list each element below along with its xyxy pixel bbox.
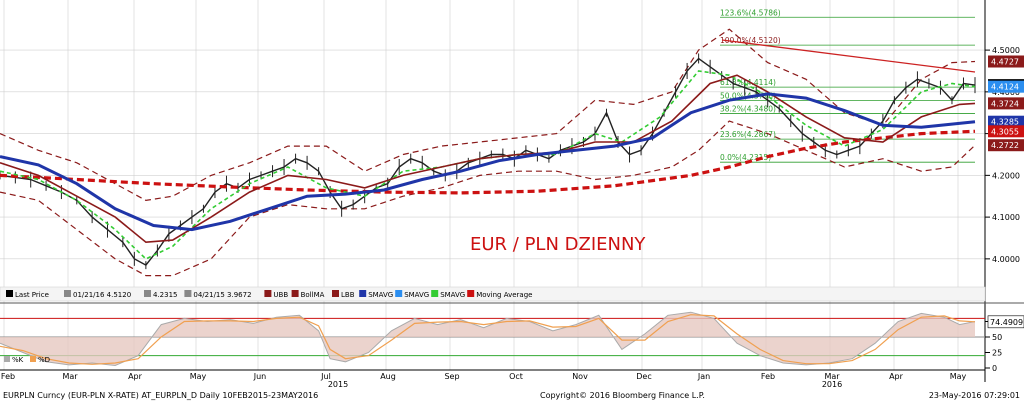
stochastic-legend-swatch — [30, 356, 36, 362]
legend-swatch — [332, 290, 339, 297]
price-tag — [988, 55, 1024, 68]
fib-level-label: 38.2%(4.3480) — [720, 105, 776, 114]
moving-average-line — [0, 129, 976, 195]
stochastic-legend-label: %K — [12, 356, 24, 364]
x-axis-label: Jan — [697, 372, 710, 381]
legend-label: 4.2315 — [153, 291, 178, 299]
fib-level-label: 100.0%(4.5120) — [720, 36, 781, 45]
upper-bollinger-band — [0, 28, 976, 202]
stochastic-k-area — [0, 312, 975, 366]
x-axis-label: Jun — [253, 372, 267, 381]
price-tag — [988, 80, 1024, 93]
legend-label: 01/21/16 4.5120 — [73, 291, 131, 299]
footer-left: EURPLN Curncy (EUR-PLN X-RATE) AT_EURPLN… — [3, 391, 318, 400]
x-axis-label: Mar — [824, 372, 840, 381]
x-axis-label: Mar — [62, 372, 78, 381]
stochastic-legend-label: %D — [38, 356, 50, 364]
x-axis-label: Aug — [380, 372, 396, 381]
legend-bar — [0, 286, 986, 302]
stochastic-y-label: 50 — [992, 333, 1002, 342]
legend-swatch — [144, 290, 151, 297]
y-tick-label: 4.1000 — [992, 213, 1020, 222]
x-axis-label: Feb — [761, 372, 775, 381]
y-tick-label: 4.5000 — [992, 46, 1020, 55]
x-axis-label: May — [950, 372, 967, 381]
price-tag-label: 4.2722 — [991, 141, 1019, 150]
stochastic-legend-swatch — [4, 356, 10, 362]
price-tag — [988, 139, 1024, 152]
y-tick-label: 4.0000 — [992, 255, 1020, 264]
x-axis-label: Apr — [889, 372, 904, 381]
price-tags: 4.47274.41614.41244.37244.32854.30554.27… — [988, 55, 1024, 152]
x-axis-label: Jul — [320, 372, 331, 381]
price-tag — [988, 125, 1024, 138]
legend-label: Last Price — [15, 291, 49, 299]
legend-swatch — [184, 290, 192, 297]
legend-label: BollMA — [301, 291, 325, 299]
legend-swatch — [431, 290, 439, 297]
bollma-line — [0, 74, 976, 244]
legend-swatch — [395, 290, 403, 297]
legend-label: LBB — [341, 291, 355, 299]
moving-average-lines — [0, 70, 976, 260]
fib-level-label: 0.0%(4.2315) — [720, 153, 771, 162]
stochastic-y-label: 25 — [992, 349, 1002, 358]
year-labels: 2015 2016 — [328, 380, 842, 389]
price-tag — [988, 97, 1024, 110]
legend-label: 04/21/15 3.9672 — [193, 291, 251, 299]
chart-title: EUR / PLN DZIENNY — [470, 234, 646, 255]
price-tag-label: 4.3055 — [991, 127, 1019, 136]
year-label: 2015 — [328, 380, 348, 389]
price-tag — [988, 115, 1024, 128]
year-label: 2016 — [822, 380, 842, 389]
legend-label: UBB — [273, 291, 288, 299]
x-axis-label: Dec — [636, 372, 651, 381]
stochastic-panel: 755025074.4909 — [0, 311, 1024, 373]
legend-label: SMAVG — [440, 291, 465, 299]
price-tag-label: 4.3285 — [991, 118, 1019, 127]
footer-center: Copyright© 2016 Bloomberg Finance L.P. — [540, 391, 705, 400]
trend-line — [721, 39, 976, 73]
fib-level-label: 61.8%(4.4114) — [720, 78, 776, 87]
x-axis-label: Oct — [509, 372, 523, 381]
footer-right: 23-May-2016 07:29:01 — [929, 391, 1020, 400]
legend-label: SMAVG — [368, 291, 393, 299]
stochastic-d-line — [0, 314, 976, 365]
legend-swatch — [291, 290, 299, 297]
fib-level-label: 23.6%(4.2867) — [720, 130, 776, 139]
legend-swatch — [64, 290, 71, 297]
price-tag-label: 4.4124 — [991, 83, 1019, 92]
legend-label: Moving Average — [476, 291, 532, 299]
x-axis-label: Nov — [572, 372, 588, 381]
legend: Last Price 01/21/16 4.5120 4.2315 04/21/15 … — [6, 290, 532, 299]
x-axis-label: Sep — [444, 372, 459, 381]
legend-label: SMAVG — [404, 291, 429, 299]
x-axis-label: Apr — [128, 372, 143, 381]
vertical-gridlines — [3, 0, 959, 370]
legend-swatch — [467, 290, 475, 297]
bollinger-bands — [0, 28, 976, 277]
legend-swatch — [359, 290, 367, 297]
stochastic-value-label: 74.4909 — [990, 318, 1023, 327]
legend-swatch — [264, 290, 272, 297]
stochastic-y-label: 0 — [992, 364, 997, 373]
stochastic-legend: %K %D — [4, 356, 50, 364]
footer-bar — [0, 388, 1024, 401]
y-tick-label: 4.2000 — [992, 171, 1020, 180]
fib-level-label: 123.6%(4.5786) — [720, 8, 781, 17]
x-axis-labels: Feb Mar Apr May Jun Jul Aug Sep Oct Nov Dec Jan Feb M… — [1, 372, 967, 381]
stochastic-value-tag — [987, 315, 1024, 329]
legend-swatch — [6, 290, 13, 297]
x-axis-label: May — [190, 372, 207, 381]
price-tag-label: 4.3724 — [991, 99, 1019, 108]
x-axis-label: Feb — [1, 372, 15, 381]
smavg-blue-line — [0, 92, 976, 232]
price-tag-label: 4.4727 — [991, 58, 1019, 67]
lower-bollinger-band — [0, 120, 976, 277]
